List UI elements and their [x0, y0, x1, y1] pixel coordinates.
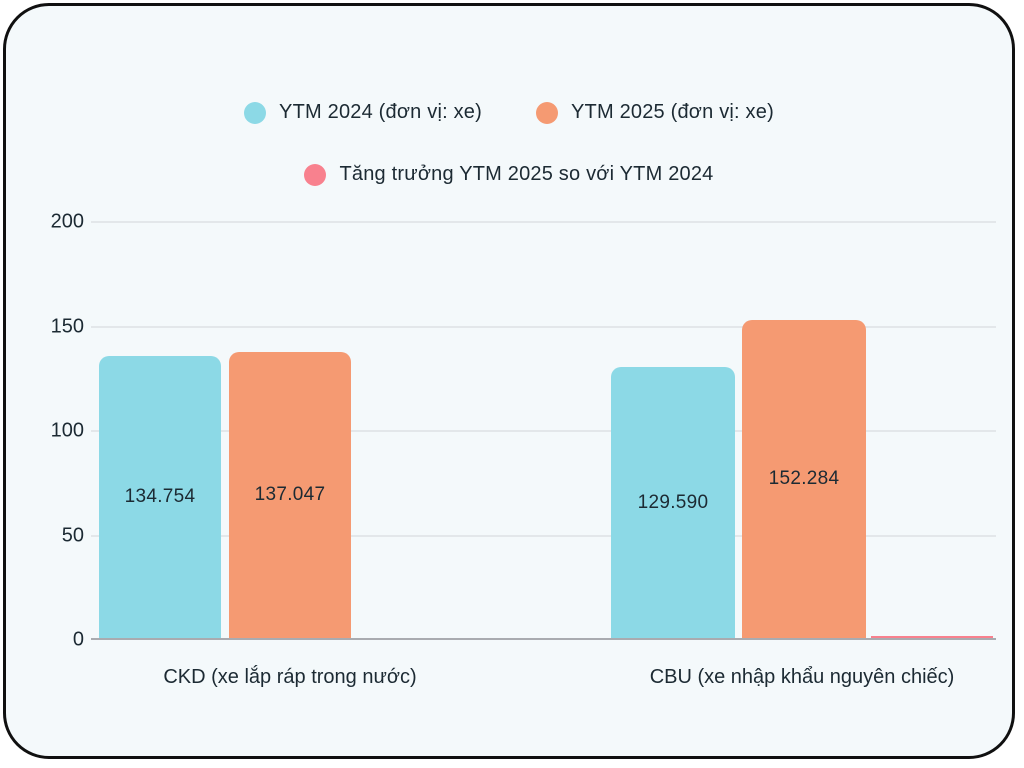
y-tick-0: 0: [72, 628, 84, 651]
bar-value-label: 134.754: [124, 486, 196, 508]
bar-value-label: 137.047: [254, 483, 326, 505]
y-axis: 200 150 100 50 0: [28, 211, 84, 651]
y-tick-200: 200: [50, 210, 84, 233]
gridline-100: [91, 430, 996, 432]
gridline-200: [91, 221, 996, 223]
bar-value-label: 129.590: [637, 491, 709, 513]
y-tick-100: 100: [50, 419, 84, 442]
legend-item-ytm-2025: YTM 2025 (đơn vị: xe): [536, 101, 774, 124]
bar-value-label: 152.284: [768, 467, 840, 489]
bar-ytm2025-cbu: 152.284: [742, 319, 866, 638]
bar-growth-cbu: [871, 635, 993, 638]
bar-ytm2024-cbu: 129.590: [611, 367, 735, 638]
legend-row-2: Tăng trưởng YTM 2025 so với YTM 2024: [6, 163, 1012, 186]
legend-item-ytm-2024: YTM 2024 (đơn vị: xe): [244, 101, 482, 124]
legend-dot-orange-icon: [536, 101, 558, 124]
plot-area: 134.754 137.047 129.590 152.284: [91, 221, 996, 640]
legend-label-growth: Tăng trưởng YTM 2025 so với YTM 2024: [339, 163, 714, 185]
legend-dot-pink-icon: [304, 163, 327, 186]
legend-label-ytm-2024: YTM 2024 (đơn vị: xe): [279, 101, 482, 123]
bar-ytm2024-ckd: 134.754: [99, 356, 221, 638]
legend-label-ytm-2025: YTM 2025 (đơn vị: xe): [571, 101, 774, 123]
y-tick-150: 150: [50, 315, 84, 337]
bar-ytm2025-ckd: 137.047: [229, 351, 351, 638]
legend-dot-teal-icon: [244, 101, 267, 124]
y-tick-50: 50: [61, 524, 84, 546]
legend-row-1: YTM 2024 (đơn vị: xe) YTM 2025 (đơn vị: …: [6, 101, 1012, 124]
legend-item-growth: Tăng trưởng YTM 2025 so với YTM 2024: [304, 163, 713, 186]
chart-card: YTM 2024 (đơn vị: xe) YTM 2025 (đơn vị: …: [3, 3, 1015, 759]
gridline-150: [91, 325, 996, 328]
category-label-ckd: CKD (xe lắp ráp trong nước): [163, 666, 417, 688]
category-label-cbu: CBU (xe nhập khẩu nguyên chiếc): [649, 666, 955, 688]
x-axis-baseline: [91, 638, 996, 640]
gridline-50: [91, 534, 996, 537]
